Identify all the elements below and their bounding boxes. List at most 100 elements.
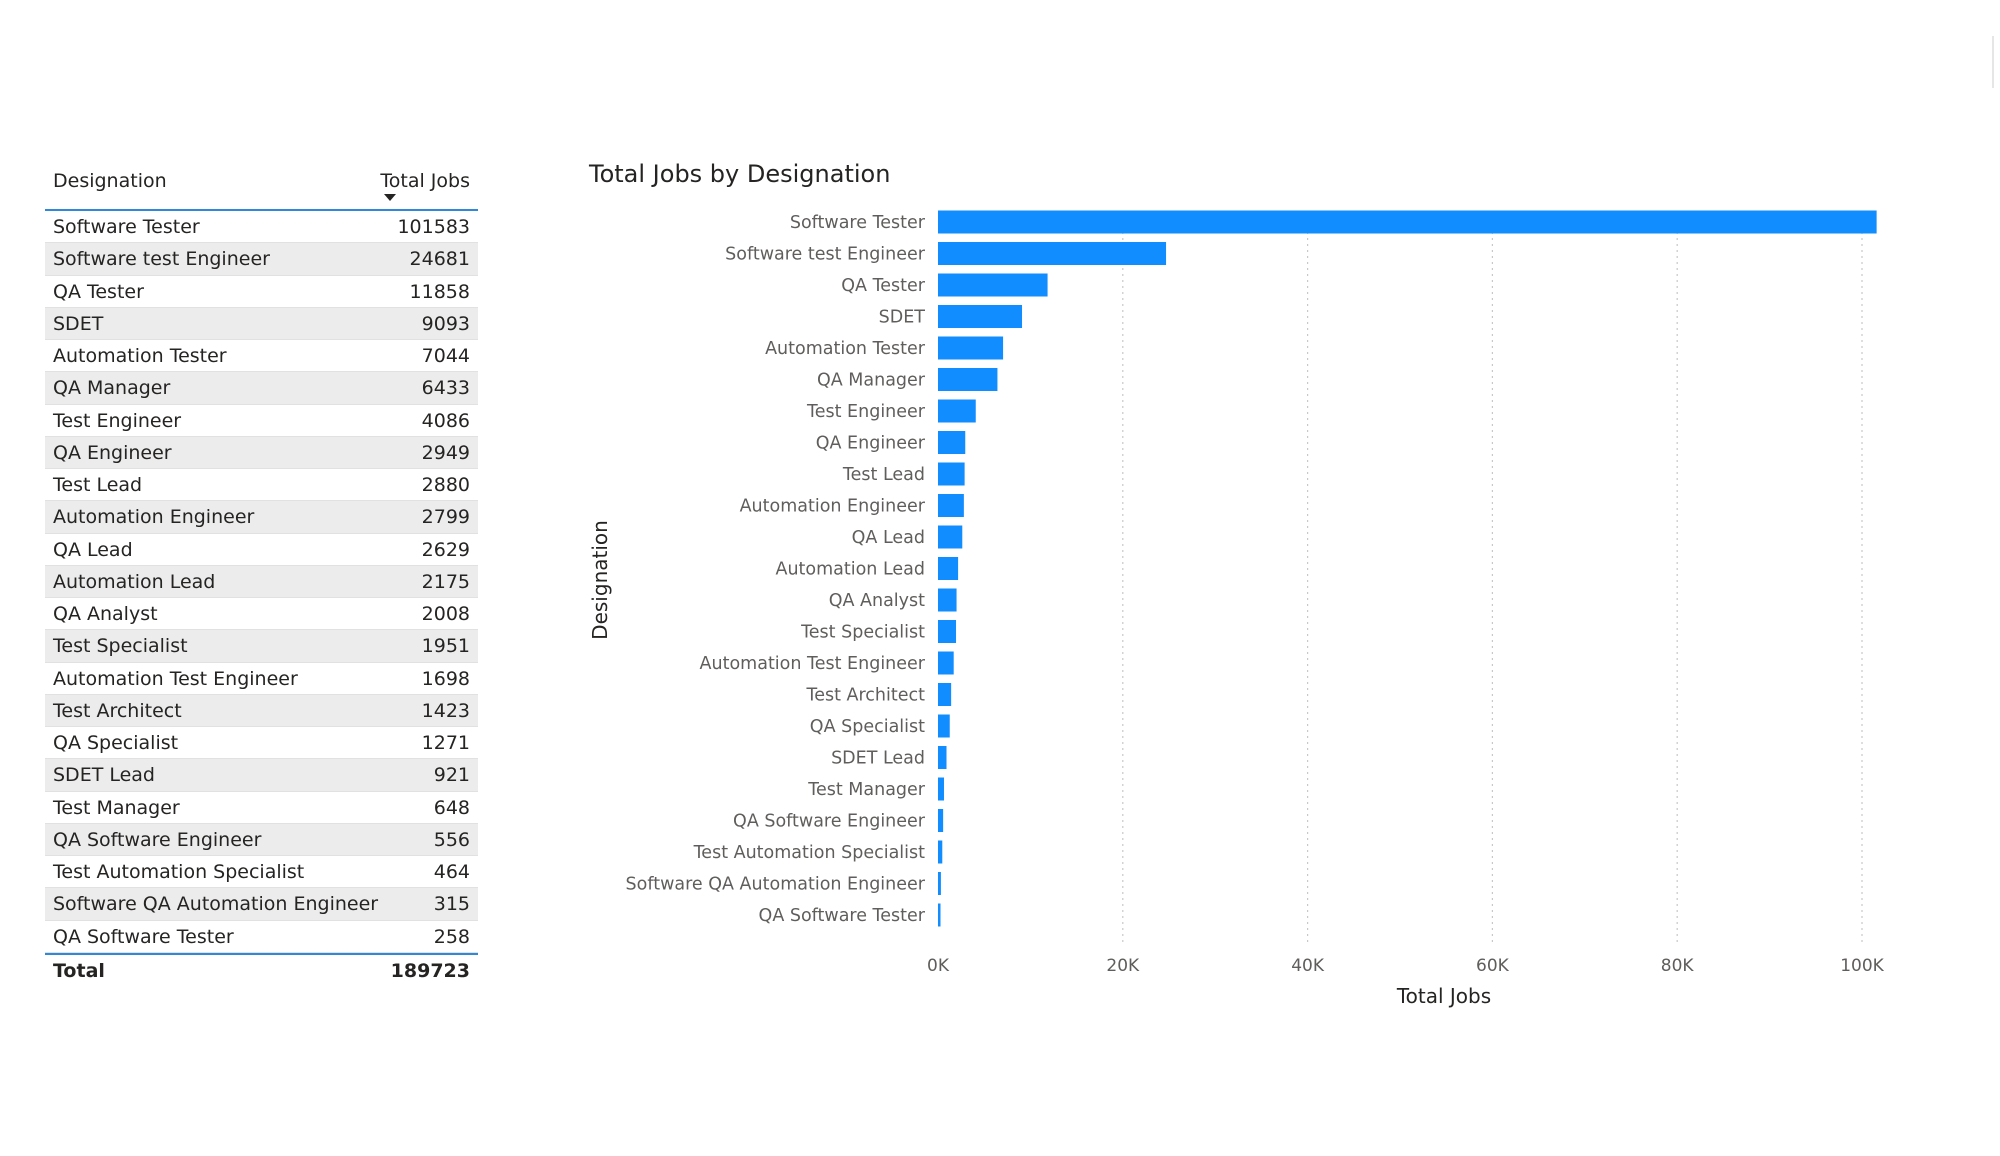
table-row[interactable]: Test Manager 648 <box>45 792 478 824</box>
total-jobs-cell: 2008 <box>421 603 470 625</box>
bar[interactable] <box>938 840 943 864</box>
designation-cell: Software Tester <box>53 216 200 238</box>
bar[interactable] <box>938 242 1167 265</box>
table-row[interactable]: Automation Engineer 2799 <box>45 501 478 534</box>
x-axis-title: Total Jobs <box>1396 984 1491 1008</box>
total-jobs-cell: 1951 <box>421 635 470 658</box>
table-row[interactable]: Test Engineer 4086 <box>45 405 478 437</box>
table-row[interactable]: QA Tester 11858 <box>45 276 478 308</box>
total-jobs-cell: 6433 <box>421 377 470 400</box>
table-row[interactable]: Test Automation Specialist 464 <box>45 856 478 889</box>
designation-cell: QA Tester <box>53 280 144 303</box>
category-label: Automation Test Engineer <box>700 654 926 674</box>
total-label: Total <box>53 959 105 982</box>
table-row[interactable]: Automation Test Engineer 1698 <box>45 663 478 695</box>
bar[interactable] <box>938 210 1877 234</box>
table-row[interactable]: Test Lead 2880 <box>45 469 478 502</box>
bar[interactable] <box>938 903 941 927</box>
table-row[interactable]: Software Tester 101583 <box>45 211 478 244</box>
table-body: Software Tester 101583 Software test Engin… <box>45 211 478 953</box>
designation-cell: QA Software Engineer <box>53 828 262 851</box>
table-row[interactable]: Test Specialist 1951 <box>45 630 478 663</box>
category-label: Automation Engineer <box>740 497 926 517</box>
category-label: QA Software Engineer <box>733 812 926 832</box>
category-label: QA Specialist <box>810 717 925 737</box>
designation-cell: QA Manager <box>53 377 171 400</box>
designation-cell: Test Specialist <box>53 635 188 658</box>
bar[interactable] <box>938 872 941 895</box>
designation-cell: Test Automation Specialist <box>53 861 305 883</box>
column-header-total-jobs[interactable]: Total Jobs <box>380 170 470 192</box>
designation-cell: Test Engineer <box>53 409 182 432</box>
bar[interactable] <box>938 557 959 580</box>
total-jobs-cell: 101583 <box>397 216 470 238</box>
table-row[interactable]: QA Software Engineer 556 <box>45 823 478 856</box>
sort-descending-icon[interactable] <box>384 194 396 201</box>
table-row[interactable]: Automation Lead 2175 <box>45 565 478 598</box>
designation-cell: QA Lead <box>53 538 133 561</box>
table-row[interactable]: SDET 9093 <box>45 307 478 340</box>
designation-cell: QA Specialist <box>53 732 179 754</box>
table-row[interactable]: Software QA Automation Engineer 315 <box>45 888 478 921</box>
category-label: Software QA Automation Engineer <box>626 875 926 895</box>
bar[interactable] <box>938 494 964 517</box>
total-jobs-cell: 2880 <box>421 474 470 496</box>
total-jobs-cell: 2799 <box>421 506 470 529</box>
bar[interactable] <box>938 651 954 675</box>
bar[interactable] <box>938 431 966 454</box>
category-label: QA Engineer <box>816 434 926 454</box>
bar[interactable] <box>938 273 1048 297</box>
x-tick-label: 0K <box>927 956 950 976</box>
bar[interactable] <box>938 368 998 391</box>
designation-cell: Automation Engineer <box>53 506 255 529</box>
total-jobs-cell: 1423 <box>421 699 470 722</box>
category-label: QA Manager <box>817 371 926 391</box>
x-tick-label: 20K <box>1106 956 1140 976</box>
category-label: QA Analyst <box>829 591 925 611</box>
bar[interactable] <box>938 525 963 549</box>
table-row[interactable]: Software test Engineer 24681 <box>45 243 478 276</box>
category-label: Test Engineer <box>806 402 926 422</box>
bar[interactable] <box>938 399 976 423</box>
bar[interactable] <box>938 462 965 486</box>
designation-cell: SDET <box>53 312 104 335</box>
x-tick-label: 60K <box>1476 956 1510 976</box>
table-row[interactable]: QA Lead 2629 <box>45 534 478 566</box>
table-row[interactable]: Automation Tester 7044 <box>45 340 478 373</box>
y-axis-title: Designation <box>588 520 612 640</box>
total-jobs-cell: 9093 <box>421 312 470 335</box>
bar[interactable] <box>938 305 1023 328</box>
table-row[interactable]: QA Engineer 2949 <box>45 436 478 469</box>
total-jobs-cell: 1698 <box>421 667 470 690</box>
category-label: Software test Engineer <box>725 245 926 265</box>
table-row[interactable]: QA Software Tester 258 <box>45 921 478 953</box>
table-row[interactable]: Test Architect 1423 <box>45 694 478 727</box>
bar[interactable] <box>938 746 947 769</box>
designation-table[interactable]: Designation Total Jobs Software Tester 10… <box>45 160 478 989</box>
designation-cell: SDET Lead <box>53 764 155 787</box>
column-header-designation[interactable]: Designation <box>53 170 167 192</box>
bar[interactable] <box>938 683 952 706</box>
total-jobs-cell: 7044 <box>421 345 470 367</box>
bar[interactable] <box>938 588 957 612</box>
total-jobs-cell: 2949 <box>421 441 470 464</box>
bar[interactable] <box>938 620 957 643</box>
designation-cell: Automation Lead <box>53 570 216 593</box>
bar[interactable] <box>938 777 944 801</box>
category-label: Automation Tester <box>765 339 926 359</box>
total-jobs-cell: 315 <box>433 893 470 916</box>
table-row[interactable]: SDET Lead 921 <box>45 759 478 792</box>
bar[interactable] <box>938 809 944 832</box>
category-label: SDET Lead <box>831 749 925 769</box>
category-label: QA Software Tester <box>759 906 926 926</box>
x-tick-label: 40K <box>1291 956 1325 976</box>
table-row[interactable]: QA Analyst 2008 <box>45 598 478 631</box>
table-row[interactable]: QA Specialist 1271 <box>45 727 478 760</box>
bar[interactable] <box>938 714 950 738</box>
category-label: Test Automation Specialist <box>693 843 926 863</box>
x-tick-label: 100K <box>1840 956 1884 976</box>
page-edge-divider <box>1992 36 1994 88</box>
table-row[interactable]: QA Manager 6433 <box>45 372 478 405</box>
bar[interactable] <box>938 336 1004 360</box>
